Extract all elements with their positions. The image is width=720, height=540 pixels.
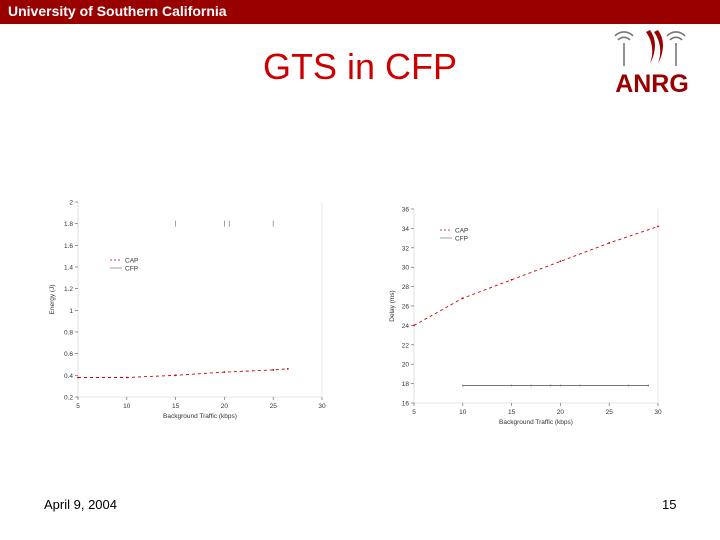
x-tick-label: 30 — [318, 403, 326, 410]
y-tick-label: 26 — [402, 304, 410, 311]
data-point — [174, 374, 177, 377]
series-line — [413, 226, 659, 326]
y-tick-label: 0.2 — [64, 395, 73, 402]
university-name: University of Southern California — [8, 3, 227, 19]
data-point — [272, 369, 275, 371]
data-point — [559, 260, 562, 263]
x-tick-label: 10 — [459, 409, 467, 416]
y-tick-label: 1.8 — [64, 221, 73, 228]
slide-title: GTS in CFP — [262, 46, 458, 87]
y-tick-label: 32 — [402, 245, 410, 252]
data-point — [461, 297, 464, 300]
y-tick-label: 36 — [402, 207, 410, 214]
x-tick-label: 5 — [412, 409, 416, 416]
data-point — [461, 384, 464, 387]
legend-label: CAP — [455, 228, 468, 235]
logo-swoosh — [646, 30, 655, 64]
x-tick-label: 20 — [221, 403, 229, 410]
data-point — [549, 384, 552, 387]
y-tick-label: 34 — [402, 226, 410, 233]
y-tick-label: 16 — [402, 401, 410, 408]
y-tick-label: 30 — [402, 265, 410, 272]
y-tick-label: 0.8 — [64, 330, 73, 337]
legend-label: CFP — [455, 236, 468, 243]
x-tick-label: 25 — [606, 409, 614, 416]
y-axis-label: Energy (J) — [49, 285, 56, 315]
data-point — [413, 324, 415, 327]
legend-label: CAP — [125, 258, 138, 265]
data-point — [657, 225, 659, 228]
x-tick-label: 10 — [123, 403, 131, 410]
data-point — [510, 278, 513, 281]
x-axis-label: Background Traffic (kbps) — [163, 413, 237, 420]
y-tick-label: 1.2 — [64, 286, 73, 293]
x-axis-label: Background Traffic (kbps) — [499, 419, 573, 426]
y-tick-label: 0.4 — [64, 373, 73, 380]
data-point — [530, 384, 533, 387]
y-tick-label: 24 — [402, 323, 410, 330]
antenna-logo-icon — [614, 31, 686, 66]
x-tick-label: 30 — [654, 409, 662, 416]
data-point — [286, 367, 289, 370]
x-tick-label: 25 — [270, 403, 278, 410]
anrg-logo: ANRG — [614, 30, 689, 98]
data-point — [223, 371, 226, 373]
y-axis-label: Delay (ms) — [389, 290, 396, 321]
series-line — [78, 368, 288, 378]
x-tick-label: 15 — [508, 409, 516, 416]
y-tick-label: 2 — [69, 200, 73, 207]
data-point — [608, 242, 611, 244]
energy-chart: 0.20.40.60.811.21.41.61.825 10 15 20 25 30Bac… — [49, 200, 326, 421]
delay-chart: 16 18 20 22 24 26 28 30 32 34 36 5 10 15 20 25 30 Backgro… — [389, 207, 662, 427]
data-point — [579, 384, 581, 387]
data-point — [125, 376, 128, 379]
data-point — [77, 376, 79, 379]
y-tick-label: 28 — [402, 284, 410, 291]
data-point — [510, 384, 513, 387]
university-banner: University of Southern California — [0, 0, 720, 24]
data-point — [627, 384, 630, 387]
y-tick-label: 1.4 — [64, 265, 73, 272]
data-point — [559, 384, 562, 387]
page-number: 15 — [662, 497, 677, 512]
legend-label: CFP — [125, 266, 138, 273]
slide-date: April 9, 2004 — [44, 497, 117, 512]
x-tick-label: 5 — [76, 403, 80, 410]
y-tick-label: 20 — [402, 362, 410, 369]
data-point — [647, 384, 650, 387]
y-tick-label: 1 — [69, 308, 73, 315]
y-tick-label: 1.6 — [64, 243, 73, 250]
y-tick-label: 22 — [402, 342, 410, 349]
y-tick-label: 0.6 — [64, 351, 73, 358]
y-tick-label: 18 — [402, 381, 410, 388]
x-tick-label: 20 — [557, 409, 565, 416]
x-tick-label: 15 — [172, 403, 180, 410]
logo-text: ANRG — [615, 70, 689, 98]
